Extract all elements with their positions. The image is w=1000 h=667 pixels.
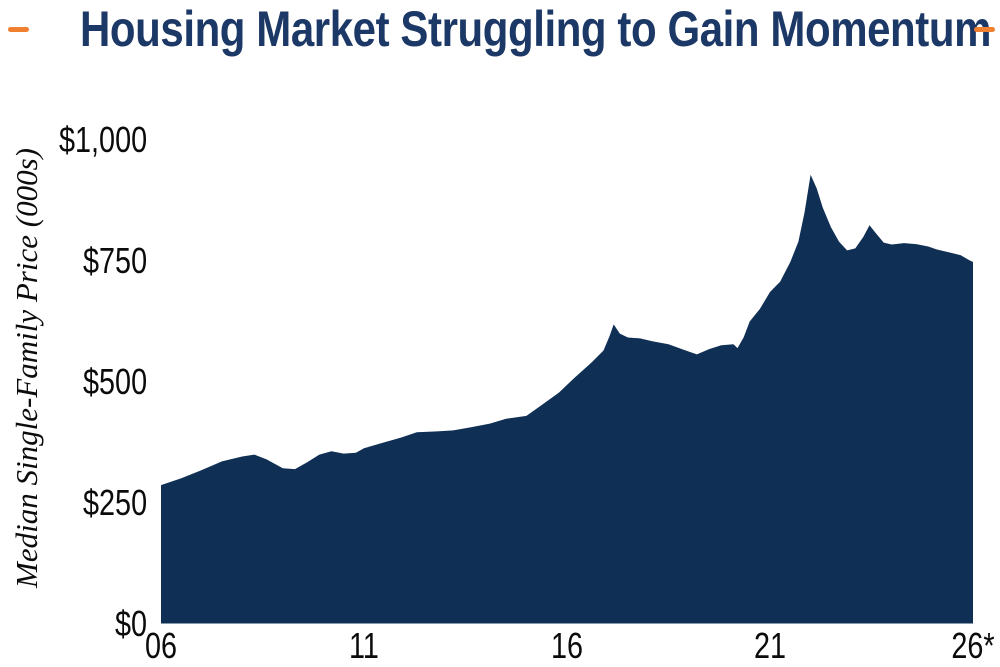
title-accent-dash-left-icon: [8, 27, 29, 32]
y-tick-label: $1,000: [58, 119, 147, 160]
y-tick-label: $500: [82, 361, 147, 402]
chart-title: Housing Market Struggling to Gain Moment…: [80, 1, 992, 57]
price-area-series: [161, 174, 973, 624]
y-tick-label: $0: [114, 603, 147, 644]
y-tick-label: $750: [82, 240, 147, 281]
x-tick-label: 11: [349, 625, 379, 666]
title-accent-dash-right-icon: [974, 27, 995, 32]
y-tick-label: $250: [82, 482, 147, 523]
x-tick-label: 16: [550, 625, 584, 666]
x-tick-label: 06: [144, 625, 178, 666]
x-tick-label: 21: [753, 625, 787, 666]
x-tick-label: 26*: [951, 625, 995, 666]
